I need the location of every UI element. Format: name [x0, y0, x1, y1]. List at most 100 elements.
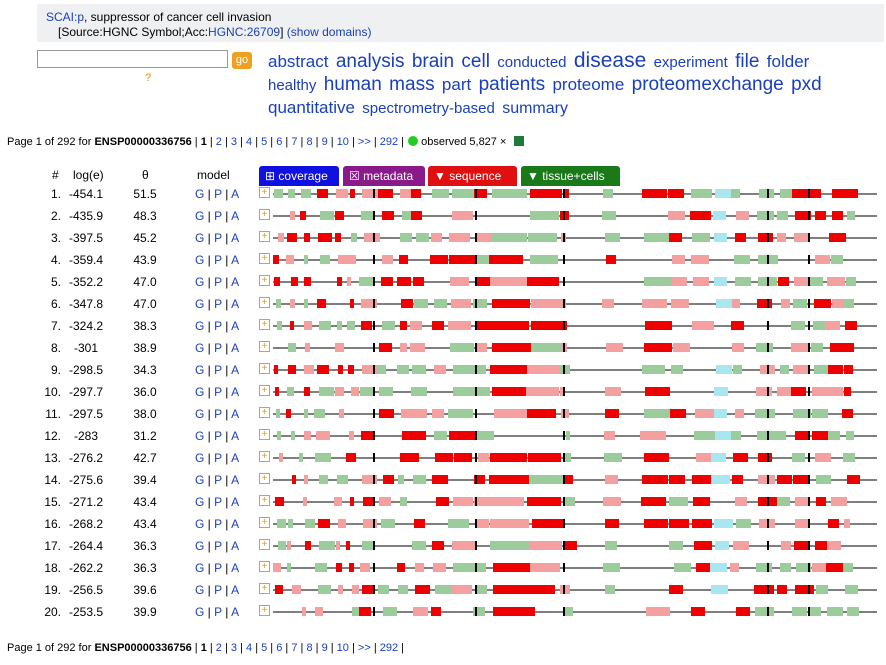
tag-file[interactable]: file	[735, 51, 760, 72]
coverage-track[interactable]	[273, 425, 877, 447]
page-link-4[interactable]: 4	[246, 136, 253, 148]
model-g-link[interactable]: G	[195, 385, 205, 399]
model-g-link[interactable]: G	[195, 605, 205, 619]
tag-patients[interactable]: patients	[478, 74, 546, 95]
model-a-link[interactable]: A	[231, 451, 240, 465]
coverage-track[interactable]	[273, 381, 877, 403]
model-a-link[interactable]: A	[231, 407, 240, 421]
tag-quantitative[interactable]: quantitative	[268, 98, 355, 117]
model-g-link[interactable]: G	[195, 341, 205, 355]
model-a-link[interactable]: A	[231, 319, 240, 333]
page-link-9[interactable]: 9	[321, 136, 328, 148]
expand-icon[interactable]: +	[259, 319, 270, 330]
model-p-link[interactable]: P	[214, 253, 222, 267]
tag-abstract[interactable]: abstract	[268, 52, 329, 71]
expand-icon[interactable]: +	[259, 605, 270, 616]
model-p-link[interactable]: P	[214, 297, 222, 311]
help-icon[interactable]: ?	[145, 72, 152, 84]
col-header-log[interactable]: log(e)	[73, 168, 104, 182]
excel-export-icon[interactable]	[514, 136, 525, 146]
page-link-10[interactable]: 10	[336, 642, 349, 654]
model-g-link[interactable]: G	[195, 583, 205, 597]
tag-summary[interactable]: summary	[502, 100, 568, 117]
model-p-link[interactable]: P	[214, 605, 222, 619]
page-link-5[interactable]: 5	[261, 136, 268, 148]
model-p-link[interactable]: P	[214, 385, 222, 399]
expand-icon[interactable]: +	[259, 253, 270, 264]
expand-icon[interactable]: +	[259, 297, 270, 308]
col-header-theta[interactable]: θ	[142, 168, 149, 182]
coverage-track[interactable]	[273, 293, 877, 315]
model-a-link[interactable]: A	[231, 253, 240, 267]
expand-icon[interactable]: +	[259, 561, 270, 572]
model-g-link[interactable]: G	[195, 275, 205, 289]
page-link-4[interactable]: 4	[246, 642, 253, 654]
model-a-link[interactable]: A	[231, 605, 240, 619]
coverage-track[interactable]	[273, 227, 877, 249]
coverage-track[interactable]	[273, 337, 877, 359]
model-g-link[interactable]: G	[195, 297, 205, 311]
model-p-link[interactable]: P	[214, 363, 222, 377]
tab-metadata[interactable]: ☒ metadata	[343, 166, 425, 186]
coverage-track[interactable]	[273, 579, 877, 601]
coverage-track[interactable]	[273, 315, 877, 337]
model-g-link[interactable]: G	[195, 363, 205, 377]
page-link-10[interactable]: 10	[336, 136, 349, 148]
model-g-link[interactable]: G	[195, 319, 205, 333]
tab-sequence[interactable]: ▼ sequence	[428, 166, 517, 186]
page-last-link[interactable]: 292	[379, 136, 399, 148]
model-g-link[interactable]: G	[195, 429, 205, 443]
model-a-link[interactable]: A	[231, 341, 240, 355]
model-a-link[interactable]: A	[231, 539, 240, 553]
expand-icon[interactable]: +	[259, 517, 270, 528]
expand-icon[interactable]: +	[259, 275, 270, 286]
coverage-track[interactable]	[273, 447, 877, 469]
tag-spectrometry-based[interactable]: spectrometry-based	[362, 100, 495, 117]
model-p-link[interactable]: P	[214, 407, 222, 421]
model-g-link[interactable]: G	[195, 473, 205, 487]
tag-disease[interactable]: disease	[573, 49, 647, 72]
model-a-link[interactable]: A	[231, 231, 240, 245]
tab-coverage[interactable]: ⊞ coverage	[259, 166, 339, 186]
page-next-link[interactable]: >>	[357, 136, 371, 148]
model-a-link[interactable]: A	[231, 473, 240, 487]
expand-icon[interactable]: +	[259, 583, 270, 594]
expand-icon[interactable]: +	[259, 407, 270, 418]
expand-icon[interactable]: +	[259, 539, 270, 550]
tag-pxd[interactable]: pxd	[791, 74, 822, 95]
model-p-link[interactable]: P	[214, 583, 222, 597]
model-p-link[interactable]: P	[214, 561, 222, 575]
model-a-link[interactable]: A	[231, 297, 240, 311]
model-g-link[interactable]: G	[195, 187, 205, 201]
model-a-link[interactable]: A	[231, 275, 240, 289]
page-link-8[interactable]: 8	[306, 642, 313, 654]
tag-part[interactable]: part	[441, 75, 472, 94]
expand-icon[interactable]: +	[259, 341, 270, 352]
model-g-link[interactable]: G	[195, 231, 205, 245]
model-p-link[interactable]: P	[214, 473, 222, 487]
model-p-link[interactable]: P	[214, 517, 222, 531]
tag-healthy[interactable]: healthy	[268, 77, 317, 94]
coverage-track[interactable]	[273, 535, 877, 557]
expand-icon[interactable]: +	[259, 231, 270, 242]
model-g-link[interactable]: G	[195, 495, 205, 509]
model-p-link[interactable]: P	[214, 209, 222, 223]
gene-link[interactable]: SCAI:p	[46, 10, 85, 24]
coverage-track[interactable]	[273, 359, 877, 381]
model-a-link[interactable]: A	[231, 583, 240, 597]
tag-cell[interactable]: cell	[461, 51, 490, 72]
expand-icon[interactable]: +	[259, 187, 270, 198]
page-last-link[interactable]: 292	[379, 642, 399, 654]
page-link-6[interactable]: 6	[276, 642, 283, 654]
model-p-link[interactable]: P	[214, 539, 222, 553]
page-link-2[interactable]: 2	[215, 642, 222, 654]
model-g-link[interactable]: G	[195, 407, 205, 421]
model-a-link[interactable]: A	[231, 187, 240, 201]
hgnc-link[interactable]: HGNC:26709	[208, 25, 281, 39]
tag-folder[interactable]: folder	[766, 52, 810, 71]
model-a-link[interactable]: A	[231, 209, 240, 223]
expand-icon[interactable]: +	[259, 495, 270, 506]
show-domains-link[interactable]: (show domains)	[286, 25, 372, 39]
tab-tissue-cells[interactable]: ▼ tissue+cells	[521, 166, 620, 186]
model-g-link[interactable]: G	[195, 253, 205, 267]
